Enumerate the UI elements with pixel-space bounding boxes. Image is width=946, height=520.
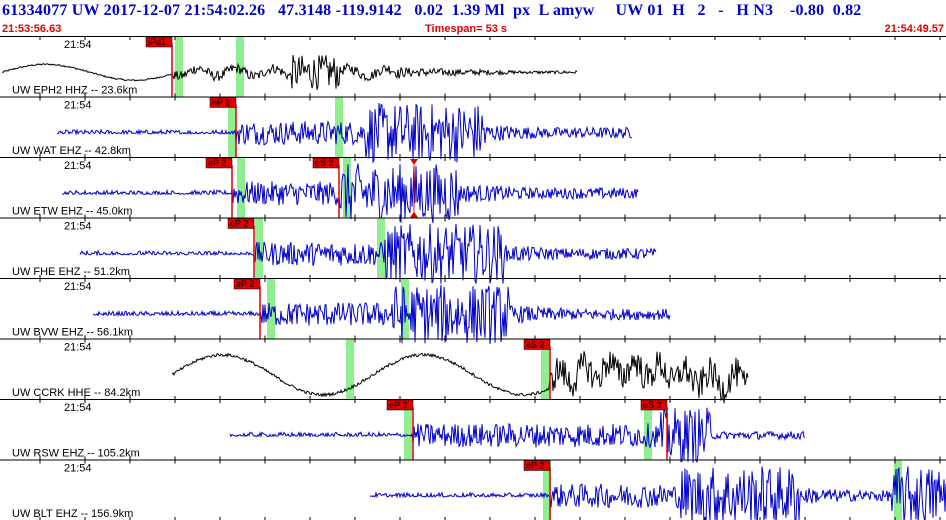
trace-panel-3[interactable]: 21:54 UW ETW EHZ -- 45.0km eP 2 eS 2: [12, 157, 941, 224]
trace-panel-6[interactable]: 21:54 UW CCRK HHE -- 84.2km eS 2: [12, 339, 941, 404]
green-window-marker: [237, 158, 245, 218]
trace-panel-1[interactable]: 21:54 UW EPH2 HHZ -- 23.6km iPd1: [1, 36, 941, 97]
trace-time-label: 21:54: [64, 160, 92, 172]
phase-pick-label: eS 2: [526, 340, 545, 350]
trace-time-label: 21:54: [64, 100, 92, 112]
station-label: UW CCRK HHE -- 84.2km: [12, 387, 140, 399]
phase-pick-label: eP 2: [236, 279, 254, 289]
trace-time-label: 21:54: [64, 402, 92, 414]
trace-panel-4[interactable]: 21:54 UW FHE EHZ -- 51.2km eP 2: [12, 218, 941, 284]
station-label: UW BLT EHZ -- 156.9km: [12, 508, 133, 520]
phase-pick-label: eP 2: [389, 400, 407, 410]
station-label: UW ETW EHZ -- 45.0km: [12, 206, 132, 218]
trace-panel-8[interactable]: 21:54 UW BLT EHZ -- 156.9km eP 2: [12, 460, 946, 520]
green-window-marker: [543, 460, 551, 520]
phase-pick-flag: [205, 157, 233, 169]
event-header: 61334077 UW 2017-12-07 21:54:02.26 47.31…: [0, 0, 946, 36]
waveform-trace: [171, 351, 749, 404]
phase-pick-label: iPd1: [148, 37, 166, 47]
station-label: UW BVW EHZ -- 56.1km: [12, 327, 133, 339]
waveform-trace: [56, 102, 633, 164]
trace-time-label: 21:54: [64, 221, 92, 233]
waveform-trace: [61, 163, 639, 224]
arrival-marker-icon: [410, 159, 418, 165]
green-window-marker: [894, 460, 902, 520]
phase-pick-flag: [233, 278, 261, 290]
waveform-trace: [92, 284, 671, 345]
green-window-marker: [346, 339, 354, 399]
green-window-marker: [541, 339, 549, 399]
phase-pick-flag: [312, 157, 340, 169]
trace-time-label: 21:54: [64, 342, 92, 354]
station-label: UW RSW EHZ -- 105.2km: [12, 448, 140, 460]
green-window-marker: [335, 97, 343, 157]
green-window-marker: [404, 400, 412, 460]
phase-pick-flag: [523, 460, 551, 471]
station-label: UW WAT EHZ -- 42.8km: [12, 145, 131, 157]
end-time: 21:54:49.57: [884, 23, 944, 35]
seismogram-panels[interactable]: 21:54 UW EPH2 HHZ -- 23.6km iPd1 21:54 UW WA…: [0, 36, 946, 520]
station-label: UW EPH2 HHZ -- 23.6km: [12, 85, 137, 97]
green-window-marker: [236, 37, 244, 97]
phase-pick-label: eP 2: [212, 98, 230, 108]
trace-panel-5[interactable]: 21:54 UW BVW EHZ -- 56.1km eP 2: [12, 278, 941, 345]
phase-pick-flag: [209, 97, 237, 108]
green-window-marker: [228, 97, 236, 157]
phase-pick-label: eS 2: [315, 158, 334, 168]
phase-pick-flag: [227, 218, 255, 229]
green-window-marker: [175, 37, 183, 97]
green-window-marker: [267, 279, 275, 339]
start-time: 21:53:56.63: [2, 23, 62, 35]
phase-pick-label: eP 2: [526, 461, 544, 471]
trace-time-label: 21:54: [64, 281, 92, 293]
trace-time-label: 21:54: [64, 463, 92, 475]
arrival-marker-icon: [410, 211, 418, 218]
phase-pick-flag: [640, 399, 668, 411]
event-summary-line: 61334077 UW 2017-12-07 21:54:02.26 47.31…: [2, 2, 862, 19]
phase-pick-label: eS 2: [643, 400, 662, 410]
waveform-trace: [79, 223, 657, 284]
trace-time-label: 21:54: [64, 39, 92, 51]
green-window-marker: [377, 218, 385, 278]
phase-pick-label: eP 2: [208, 158, 226, 168]
trace-panel-2[interactable]: 21:54 UW WAT EHZ -- 42.8km eP 2: [12, 97, 941, 164]
phase-pick-flag: [386, 399, 414, 411]
waveform-trace: [229, 407, 806, 463]
phase-pick-flag: [523, 339, 551, 350]
phase-pick-flag: [145, 36, 173, 48]
station-label: UW FHE EHZ -- 51.2km: [12, 266, 130, 278]
trace-panel-7[interactable]: 21:54 UW RSW EHZ -- 105.2km eP 2 eS 2: [12, 399, 941, 463]
waveform-trace: [369, 466, 946, 520]
waveform-trace: [1, 55, 578, 90]
timespan-label: Timespan= 53 s: [425, 23, 508, 35]
phase-pick-label: eP 2: [230, 219, 248, 229]
